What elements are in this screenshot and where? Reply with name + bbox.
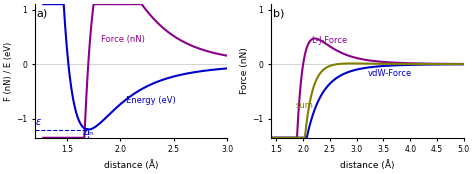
Text: ε: ε — [36, 117, 41, 127]
Text: Energy (eV): Energy (eV) — [126, 96, 175, 105]
Y-axis label: Force (nN): Force (nN) — [240, 48, 249, 94]
X-axis label: distance (Å): distance (Å) — [104, 160, 158, 170]
Text: L-J-Force: L-J-Force — [311, 36, 347, 45]
Text: vdW-Force: vdW-Force — [367, 69, 411, 78]
Text: b): b) — [273, 8, 284, 18]
Text: sum: sum — [295, 101, 313, 110]
X-axis label: distance (Å): distance (Å) — [340, 160, 395, 170]
Text: Force (nN): Force (nN) — [101, 35, 145, 44]
Text: Zₘ: Zₘ — [82, 128, 94, 137]
Text: a): a) — [36, 8, 48, 18]
Y-axis label: F (nN) / E (eV): F (nN) / E (eV) — [4, 41, 13, 101]
